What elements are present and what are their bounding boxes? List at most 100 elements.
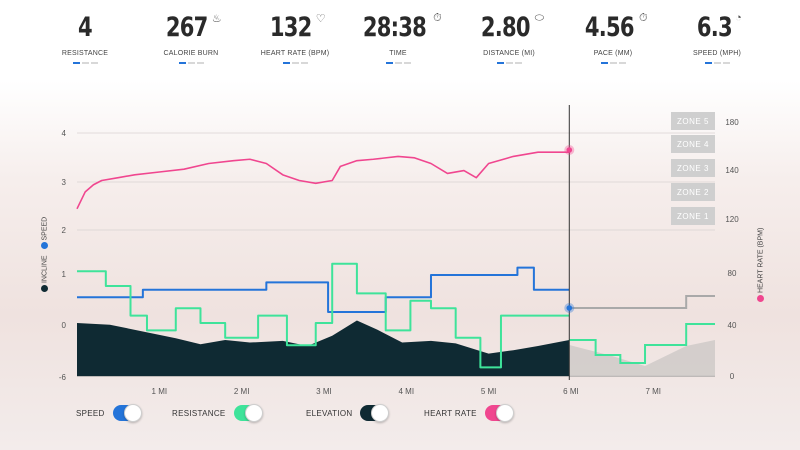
stat-value: 132 bbox=[270, 12, 312, 43]
stopwatch-icon: ⏱ bbox=[433, 12, 442, 24]
left-axis-title: INCLINE SPEED bbox=[41, 217, 48, 292]
speed-axis-label: SPEED bbox=[41, 216, 49, 241]
x-tick-label: 1 MI bbox=[152, 387, 168, 396]
stats-bar: 4 RESISTANCE 267 ♨ CALORIE BURN 132 ♡ HEAR… bbox=[0, 0, 800, 72]
speed-marker bbox=[566, 305, 573, 311]
zone-box bbox=[671, 207, 715, 225]
projected-speed bbox=[569, 295, 715, 309]
stat-calorie-burn: 267 ♨ CALORIE BURN bbox=[136, 12, 246, 64]
heart-pulse-icon: ♡ bbox=[315, 13, 326, 25]
chart-ticks: 4 3 2 1 0 -6 180 140 120 80 40 0 1 MI 2 MI 3 MI 4 MI 5 M… bbox=[59, 118, 739, 396]
heart-rate-marker bbox=[566, 147, 573, 153]
incline-axis-label: INCLINE bbox=[41, 255, 49, 284]
stat-value: 6.3 bbox=[697, 12, 733, 43]
right-tick-label: 0 bbox=[730, 372, 735, 381]
incline-icon bbox=[41, 285, 48, 292]
zone-label: ZONE 3 bbox=[677, 164, 709, 173]
x-tick-label: 6 MI bbox=[563, 387, 579, 396]
distance-icon: ⬭ bbox=[534, 12, 545, 24]
left-tick-label: 1 bbox=[62, 270, 67, 279]
toggle-resistance[interactable]: RESISTANCE bbox=[172, 404, 263, 422]
projected-resistance bbox=[569, 323, 715, 364]
elevation-switch[interactable] bbox=[360, 404, 390, 422]
stat-pace: 4.56 ⏱ PACE (MM) bbox=[558, 12, 668, 64]
x-tick-label: 7 MI bbox=[645, 387, 661, 396]
progress-cursor[interactable] bbox=[564, 105, 575, 380]
stat-indicator bbox=[240, 62, 350, 64]
stat-speed: 6.3 ◔ SPEED (MPH) bbox=[662, 12, 772, 64]
x-tick-label: 3 MI bbox=[316, 387, 332, 396]
stat-label: SPEED (MPH) bbox=[692, 50, 742, 57]
stat-value: 28:38 bbox=[363, 12, 427, 43]
x-tick-label: 4 MI bbox=[399, 387, 415, 396]
stat-indicator bbox=[662, 62, 772, 64]
stat-label: DISTANCE (MI) bbox=[483, 50, 535, 57]
right-tick-label: 40 bbox=[728, 321, 737, 330]
speed-line bbox=[77, 266, 570, 313]
stat-indicator bbox=[136, 62, 246, 64]
zone-box bbox=[671, 135, 715, 153]
series-toggles: SPEED RESISTANCE ELEVATION HEART RATE bbox=[0, 404, 800, 435]
stat-indicator bbox=[454, 62, 564, 64]
left-tick-label: -6 bbox=[59, 373, 67, 382]
projected-elevation-area bbox=[569, 295, 715, 376]
toggle-label: RESISTANCE bbox=[172, 408, 226, 418]
speed-switch[interactable] bbox=[112, 404, 142, 422]
stat-resistance: 4 RESISTANCE bbox=[30, 12, 140, 64]
zone-box bbox=[671, 159, 715, 177]
left-tick-label: 0 bbox=[62, 321, 67, 330]
zone-label: ZONE 2 bbox=[677, 188, 709, 197]
stat-value: 2.80 bbox=[480, 12, 531, 43]
zone-box bbox=[671, 112, 715, 130]
chart-series bbox=[76, 151, 570, 369]
stat-indicator bbox=[30, 62, 140, 64]
projected-elevation bbox=[569, 340, 715, 376]
stat-time: 28:38 ⏱ TIME bbox=[343, 12, 453, 64]
right-tick-label: 180 bbox=[725, 118, 739, 127]
right-tick-label: 120 bbox=[725, 215, 739, 224]
stat-value: 267 bbox=[166, 12, 208, 43]
stat-distance: 2.80 ⬭ DISTANCE (MI) bbox=[454, 12, 564, 64]
stat-label: RESISTANCE bbox=[61, 50, 109, 57]
pace-icon: ⏱ bbox=[639, 12, 648, 24]
heart-rate-line bbox=[76, 151, 570, 210]
zone-label: ZONE 1 bbox=[677, 212, 709, 221]
left-tick-label: 4 bbox=[62, 129, 67, 138]
stat-heart-rate: 132 ♡ HEART RATE (BPM) bbox=[240, 12, 350, 64]
left-tick-label: 2 bbox=[62, 226, 67, 235]
toggle-label: ELEVATION bbox=[306, 408, 353, 418]
toggle-elevation[interactable]: ELEVATION bbox=[306, 404, 390, 422]
stat-indicator bbox=[558, 62, 668, 64]
toggle-label: SPEED bbox=[76, 408, 105, 418]
stat-indicator bbox=[343, 62, 453, 64]
stat-label: PACE (MM) bbox=[593, 50, 633, 57]
right-tick-label: 80 bbox=[728, 269, 737, 278]
zone-label: ZONE 4 bbox=[677, 140, 709, 149]
heart-rate-switch[interactable] bbox=[484, 404, 514, 422]
x-tick-label: 2 MI bbox=[234, 387, 250, 396]
zone-box bbox=[671, 183, 715, 201]
x-tick-label: 5 MI bbox=[481, 387, 497, 396]
toggle-heart-rate[interactable]: HEART RATE bbox=[424, 404, 514, 422]
stat-label: CALORIE BURN bbox=[163, 50, 219, 57]
stat-value: 4.56 bbox=[585, 12, 635, 43]
stat-value: 4 bbox=[78, 12, 93, 43]
heart-icon bbox=[757, 295, 764, 302]
heart-rate-zones: ZONE 5 ZONE 4 ZONE 3 ZONE 2 ZONE 1 bbox=[671, 112, 715, 225]
heart-rate-axis-label: HEART RATE (BPM) bbox=[757, 227, 765, 294]
resistance-switch[interactable] bbox=[233, 404, 263, 422]
left-tick-label: 3 bbox=[62, 178, 67, 187]
speed-icon bbox=[41, 242, 48, 250]
stat-label: HEART RATE (BPM) bbox=[260, 50, 330, 57]
zone-label: ZONE 5 bbox=[677, 117, 709, 126]
elevation-series bbox=[77, 320, 570, 376]
resistance-line bbox=[77, 262, 570, 369]
flame-icon: ♨ bbox=[211, 13, 222, 25]
speedometer-icon: ◔ bbox=[735, 12, 742, 24]
toggle-speed[interactable]: SPEED bbox=[76, 404, 142, 422]
toggle-label: HEART RATE bbox=[424, 408, 477, 418]
stat-label: TIME bbox=[389, 50, 407, 57]
right-tick-label: 140 bbox=[725, 166, 739, 175]
right-axis-title: HEART RATE (BPM) bbox=[757, 228, 764, 302]
